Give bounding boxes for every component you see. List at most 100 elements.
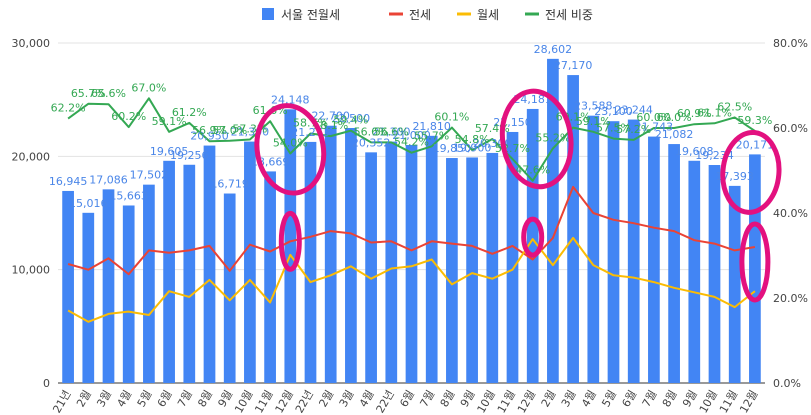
- ratio-data-label: 60.0%: [657, 111, 692, 124]
- legend-label: 전세: [409, 8, 431, 22]
- bar-data-label: 20,352: [352, 136, 391, 149]
- bar-data-label: 15,016: [69, 197, 108, 210]
- ratio-data-label: 54.0%: [273, 137, 308, 150]
- ratio-data-label: 59.4%: [333, 114, 368, 127]
- x-tick-label: 6월: [155, 388, 175, 409]
- bar-data-label: 24,148: [271, 93, 310, 106]
- x-tick-label: 9월: [215, 388, 235, 409]
- x-tick-label: 8월: [195, 388, 215, 409]
- legend-label: 월세: [477, 8, 499, 22]
- ratio-data-label: 54.8%: [455, 133, 490, 146]
- bar-data-label: 21,082: [655, 128, 694, 141]
- ratio-data-label: 65.6%: [91, 87, 126, 100]
- ratio-data-label: 59.3%: [737, 114, 772, 127]
- bar-data-label: 21,000: [392, 129, 431, 142]
- bar: [223, 193, 236, 383]
- ratio-data-label: 60.1%: [434, 111, 469, 124]
- ratio-data-label: 61.2%: [172, 106, 207, 119]
- bar: [668, 144, 680, 383]
- bar-data-label: 23,588: [574, 100, 613, 113]
- ratio-data-label: 62.2%: [51, 102, 86, 115]
- ratio-data-label: 57.2%: [616, 123, 651, 136]
- series-line-월세: [67, 236, 756, 323]
- x-tick-label: 6월: [619, 388, 639, 409]
- x-tick-label: 10월: [475, 388, 498, 415]
- x-tick-label: 7월: [175, 388, 195, 409]
- y-left-tick: 10,000: [12, 264, 51, 277]
- bar: [526, 108, 539, 383]
- bar: [183, 164, 196, 383]
- bar-data-label: 28,602: [534, 43, 573, 56]
- y-axis-right: 0.0% 20.0% 40.0% 60.0% 80.0%: [773, 37, 808, 390]
- x-tick-label: 12월: [273, 388, 296, 415]
- annotation-circle: [521, 216, 545, 258]
- bar-data-label: 20,950: [190, 130, 229, 143]
- annotation-circle: [720, 129, 782, 215]
- x-tick-label: 9월: [680, 388, 700, 409]
- bar-data-label: 24,181: [513, 93, 552, 106]
- legend-item: 서울 전월세: [262, 8, 340, 22]
- bar-data-label: 20,171: [736, 138, 775, 151]
- ratio-data-label: 60.0%: [636, 111, 671, 124]
- ratio-data-label: 56.6%: [354, 125, 389, 138]
- ratio-data-label: 60.9%: [677, 107, 712, 120]
- bar-data-label: 17,086: [89, 173, 128, 186]
- x-tick-label: 3월: [559, 388, 579, 409]
- bar: [284, 109, 297, 384]
- ratio-data-label: 65.7%: [71, 87, 106, 100]
- ratio-data-label: 56.9%: [192, 124, 227, 137]
- x-tick-label: 3월: [94, 388, 114, 409]
- x-tick-label: 22년: [293, 388, 316, 415]
- legend: 서울 전월세 전세 월세 전세 비중: [262, 8, 593, 22]
- bar: [506, 131, 519, 383]
- y-right-tick: 40.0%: [773, 207, 808, 220]
- x-tick-label: 5월: [599, 388, 619, 409]
- x-tick-label: 8월: [438, 388, 458, 409]
- bar-data-label: 21,743: [635, 121, 674, 134]
- legend-item: 전세: [389, 8, 431, 22]
- ratio-data-label: 55.2%: [535, 131, 570, 144]
- ratio-data-label: 52.7%: [495, 142, 530, 155]
- x-tick-label: 12월: [515, 388, 538, 415]
- legend-item: 전세 비중: [525, 8, 593, 22]
- bar: [648, 136, 660, 383]
- bar-data-label: 21,810: [412, 120, 451, 133]
- x-tick-label: 9월: [458, 388, 478, 409]
- series-line-전세 비중: [67, 97, 756, 182]
- bar-data-label: 21,300: [372, 126, 411, 139]
- bar-data-label: 16,945: [49, 175, 88, 188]
- ratio-data-label: 57.0%: [212, 124, 247, 137]
- x-tick-label: 2월: [74, 388, 94, 409]
- x-tick-label: 10월: [232, 388, 255, 415]
- bar-data-label: 22,500: [332, 112, 371, 125]
- ratio-data-label: 59.1%: [152, 115, 187, 128]
- ratio-data-label: 57.5%: [596, 122, 631, 135]
- x-tick-label: 4월: [579, 388, 599, 409]
- y-right-tick: 0.0%: [773, 377, 801, 390]
- legend-item: 월세: [457, 8, 499, 22]
- x-tick-label: 6월: [397, 388, 417, 409]
- ratio-data-label: 54.2%: [394, 136, 429, 149]
- x-tick-label: 11월: [495, 388, 518, 415]
- ratio-data-label: 67.0%: [131, 81, 166, 94]
- bar-data-label: 16,719: [210, 178, 249, 191]
- bar-series: [62, 58, 761, 384]
- bar: [304, 141, 317, 383]
- bar-data-label: 17,502: [130, 169, 169, 182]
- ratio-data-label: 60.2%: [111, 110, 146, 123]
- bar: [203, 145, 216, 383]
- legend-label: 서울 전월세: [281, 8, 340, 22]
- series-line-전세: [67, 185, 756, 276]
- bar: [728, 185, 741, 383]
- legend-label: 전세 비중: [545, 8, 593, 22]
- y-left-tick: 20,000: [12, 150, 51, 163]
- y-right-tick: 80.0%: [773, 37, 808, 50]
- bar: [587, 115, 600, 383]
- x-tick-label: 4월: [357, 388, 377, 409]
- bar: [264, 171, 276, 383]
- ratio-data-label: 59.1%: [576, 115, 611, 128]
- y-right-tick: 60.0%: [773, 122, 808, 135]
- bar: [122, 205, 135, 383]
